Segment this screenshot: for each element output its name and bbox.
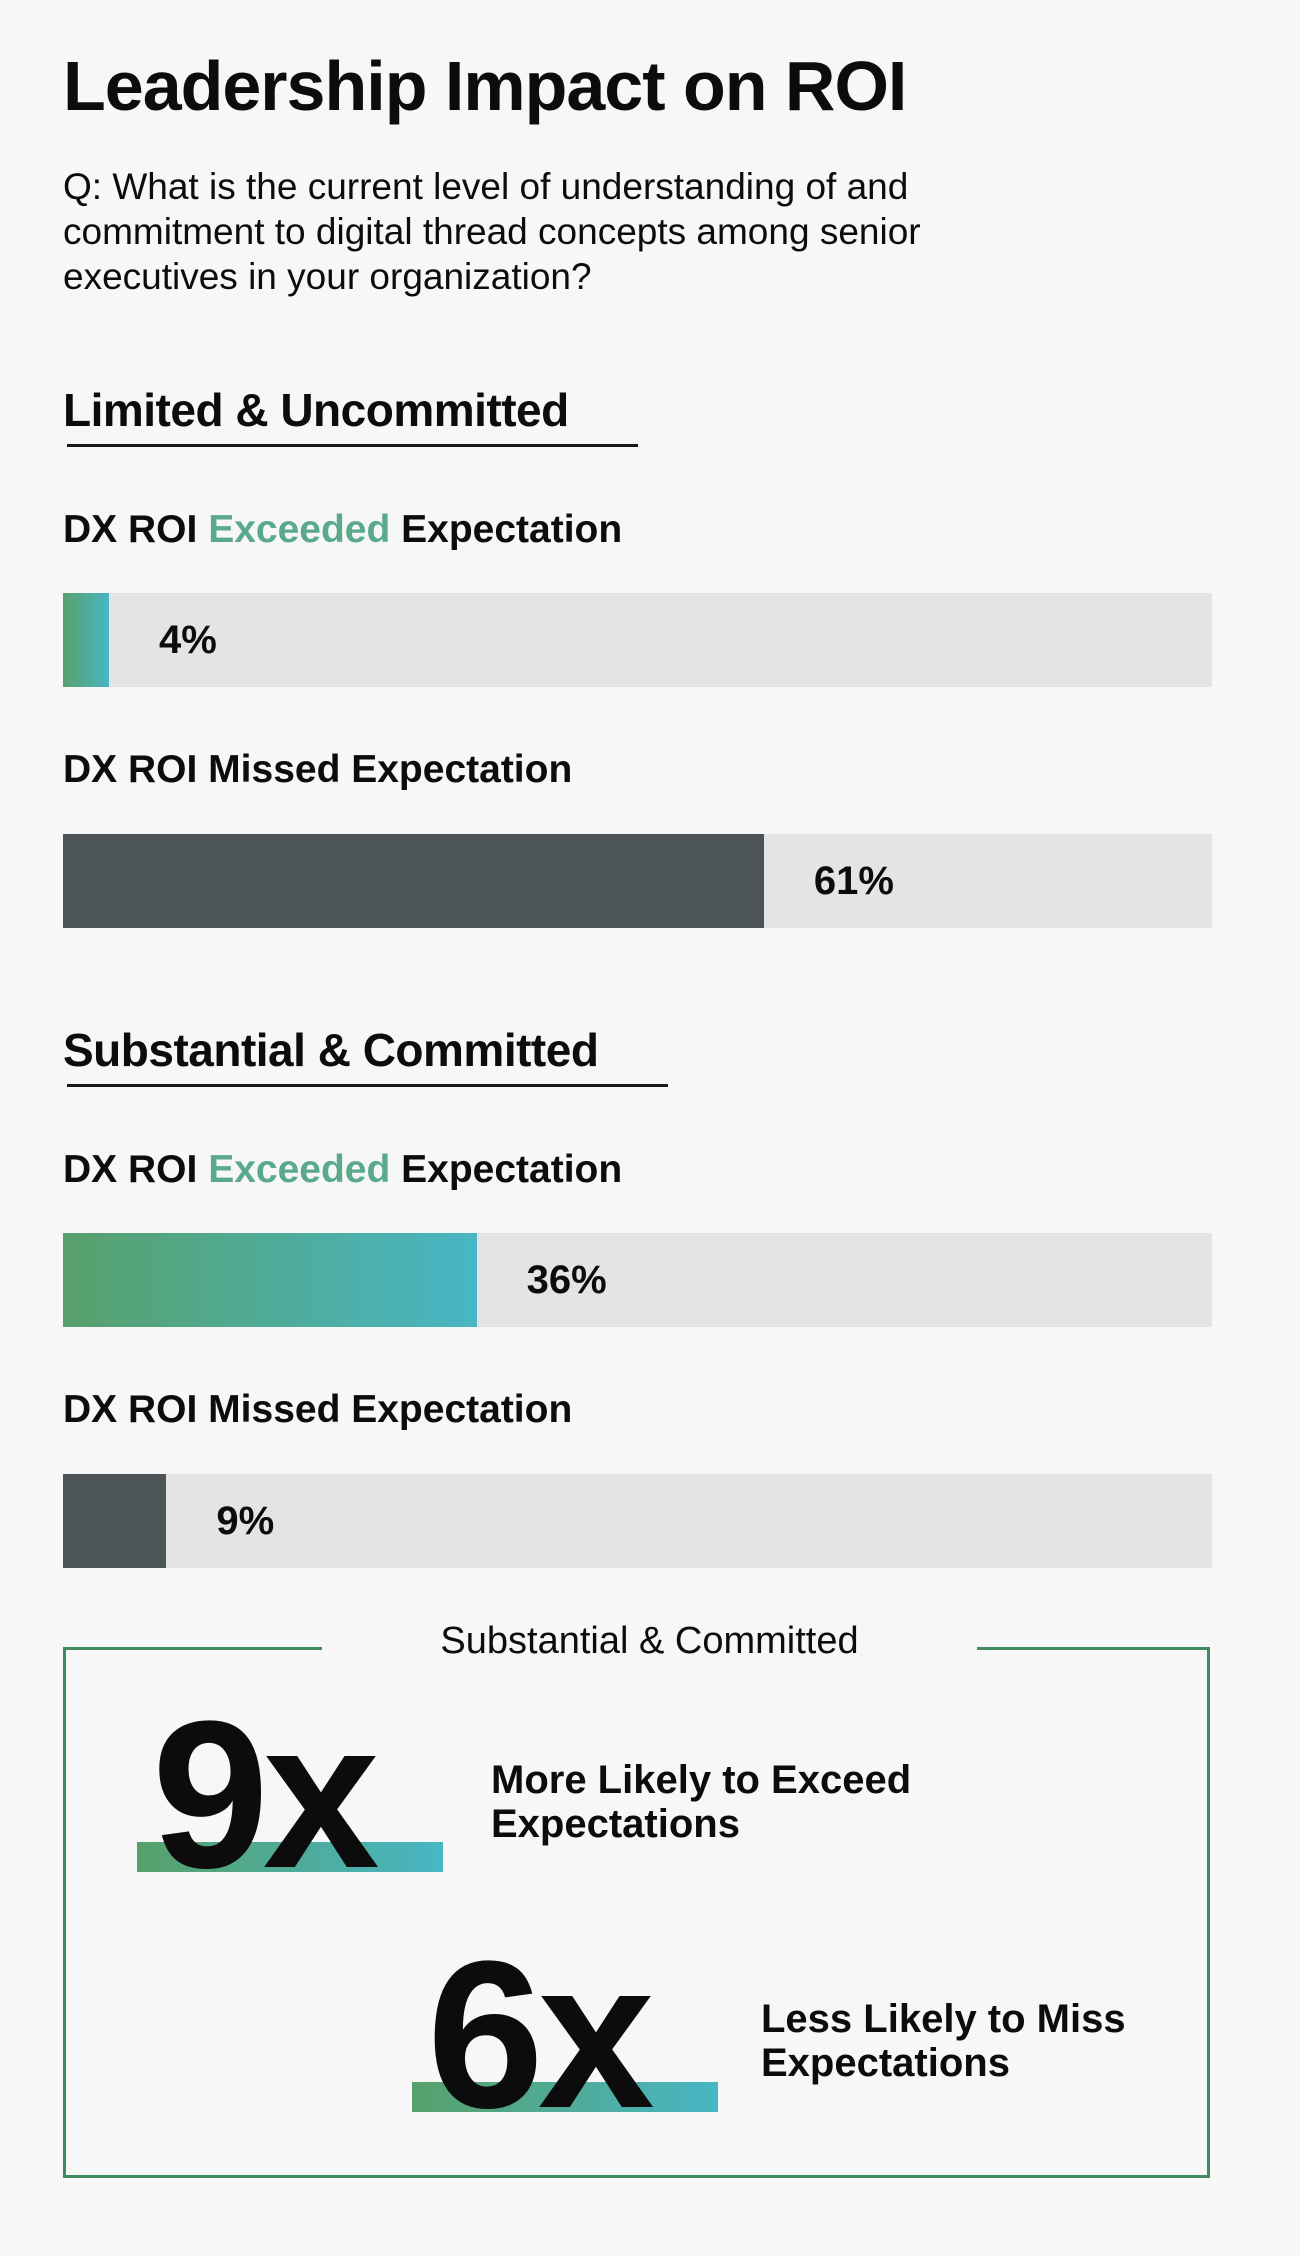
stat-value-9x: 9x: [152, 1677, 380, 1912]
stat-value-6x: 6x: [427, 1917, 655, 2152]
group-underline: [67, 444, 638, 447]
bar-track: 36%: [63, 1233, 1212, 1327]
bar-exceeded-limited: [63, 593, 109, 687]
bar-track: 61%: [63, 834, 1212, 928]
summary-caption: Substantial & Committed: [440, 1620, 859, 1662]
bar-exceeded-substantial: [63, 1233, 477, 1327]
survey-question: Q: What is the current level of understa…: [63, 166, 921, 297]
metric-label-missed: DX ROI Missed Expectation: [63, 748, 573, 791]
stat-description: Less Likely to Miss Expectations: [761, 1997, 1126, 2085]
bar-value-label: 61%: [813, 858, 894, 903]
group-heading-substantial: Substantial & Committed: [63, 1024, 599, 1076]
bar-missed-substantial: [63, 1474, 167, 1568]
stat-highlight-bar: [412, 2082, 718, 2112]
stat-highlight-bar: [137, 1842, 443, 1872]
bar-value-label: 4%: [158, 617, 217, 662]
bar-track: 4%: [63, 593, 1212, 687]
metric-label-missed: DX ROI Missed Expectation: [63, 1388, 573, 1431]
bar-value-label: 9%: [216, 1498, 275, 1543]
bar-value-label: 36%: [526, 1257, 607, 1302]
page-title: Leadership Impact on ROI: [63, 47, 907, 125]
group-underline: [67, 1084, 668, 1087]
stat-description: More Likely to Exceed Expectations: [491, 1758, 912, 1846]
metric-label-exceeded: DX ROI Exceeded Expectation: [63, 1148, 623, 1191]
summary-box-gap: [322, 1640, 977, 1654]
group-heading-limited: Limited & Uncommitted: [63, 384, 569, 436]
bar-missed-limited: [63, 834, 764, 928]
bar-track: 9%: [63, 1474, 1212, 1568]
metric-label-exceeded: DX ROI Exceeded Expectation: [63, 508, 623, 551]
